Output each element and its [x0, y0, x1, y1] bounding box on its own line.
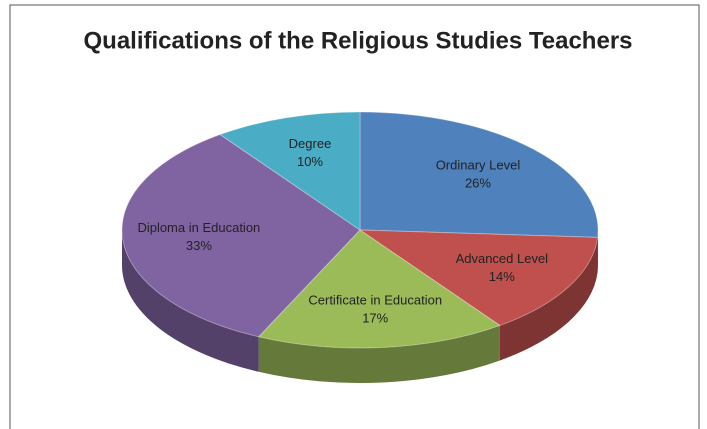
slice-label: Diploma in Education	[137, 220, 260, 235]
slice	[121, 133, 361, 338]
slice-label: Certificate in Education	[308, 292, 442, 307]
slice-value-label: 14%	[489, 269, 515, 284]
slice-side	[258, 325, 500, 383]
slice-label: Ordinary Level	[436, 158, 521, 173]
slice	[358, 229, 599, 327]
slice-value-label: 10%	[297, 154, 323, 169]
slice	[219, 111, 361, 231]
slice-side-shade	[258, 325, 500, 383]
slice	[359, 111, 599, 238]
slice	[257, 229, 501, 349]
slice-side-shade	[499, 237, 598, 361]
slice-value-label: 26%	[465, 176, 491, 191]
slice-value-label: 17%	[362, 310, 388, 325]
chart-title: Qualifications of the Religious Studies …	[84, 27, 633, 54]
slice-label: Degree	[289, 136, 332, 151]
slice-side-shade	[122, 230, 259, 372]
slice-label: Advanced Level	[456, 251, 549, 266]
slice-side	[122, 230, 259, 372]
slice-value-label: 33%	[186, 238, 212, 253]
slice-side	[499, 237, 598, 361]
